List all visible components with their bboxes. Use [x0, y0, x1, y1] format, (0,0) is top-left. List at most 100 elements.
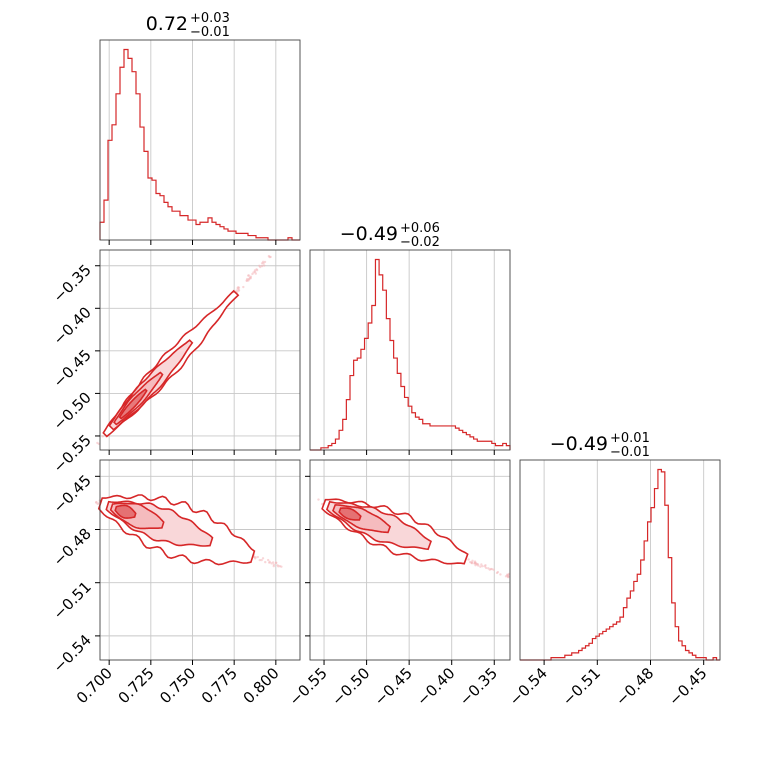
sample-point	[101, 435, 104, 438]
sample-point	[490, 567, 494, 571]
panel-2-1	[310, 460, 511, 660]
xtick-label-1-0: −0.55	[286, 664, 331, 709]
histogram-2	[520, 468, 720, 661]
sample-point	[242, 285, 245, 289]
panel-1-1	[310, 250, 511, 451]
sample-point	[251, 272, 254, 276]
sample-point	[263, 260, 267, 264]
sample-point	[272, 563, 276, 566]
sample-point	[260, 262, 264, 265]
ytick-label-2-0: −0.54	[50, 631, 95, 676]
sample-point	[254, 556, 257, 559]
ytick-label-2-1: −0.51	[50, 578, 95, 623]
title-plus-0: +0.03	[190, 11, 230, 26]
sample-point	[264, 560, 267, 564]
contour-1-0-3	[118, 388, 148, 420]
sample-point	[94, 501, 98, 504]
sample-point	[496, 570, 500, 574]
sample-point	[248, 277, 251, 280]
xtick-label-2-3: −0.45	[665, 664, 710, 709]
sample-point	[258, 264, 261, 267]
panel-2-0	[94, 460, 300, 660]
panel-1-0	[96, 250, 300, 450]
panel-frame-0-0	[99, 39, 301, 241]
sample-point	[261, 557, 265, 560]
sample-point	[471, 559, 474, 563]
title-0: 0.72 +0.03−0.01	[146, 11, 230, 40]
sample-point	[475, 563, 478, 566]
sample-point	[256, 555, 260, 559]
contour-2-0-3	[114, 504, 137, 519]
title-1: −0.49 +0.06−0.02	[340, 221, 440, 250]
sample-point	[260, 264, 264, 268]
sample-point	[249, 275, 253, 278]
sample-point	[258, 558, 261, 562]
sample-point	[499, 573, 502, 576]
panel-frame-1-1	[309, 249, 511, 451]
ytick-label-2-2: −0.48	[50, 525, 95, 570]
xtick-label-0-1: 0.725	[115, 664, 158, 707]
sample-point	[506, 573, 509, 576]
sample-point	[253, 269, 257, 272]
ytick-label-1-0: −0.55	[50, 431, 95, 476]
xtick-label-2-0: −0.54	[506, 664, 551, 709]
panel-frame-1-0	[99, 249, 301, 451]
sample-point	[237, 289, 240, 293]
panel-frame-2-1	[309, 459, 511, 661]
histogram-0	[99, 48, 300, 241]
sample-point	[271, 561, 275, 564]
sample-point	[263, 264, 266, 267]
sample-point	[254, 272, 257, 275]
title-value-1: −0.49	[340, 223, 398, 245]
sample-point	[245, 279, 249, 282]
sample-point	[470, 562, 474, 565]
ytick-label-1-1: −0.50	[50, 389, 95, 434]
histogram-1	[310, 258, 511, 451]
sample-point	[260, 558, 263, 562]
ytick-label-1-3: −0.40	[50, 303, 95, 348]
contour-2-1-3	[338, 507, 362, 521]
title-value-0: 0.72	[146, 13, 188, 35]
xtick-label-1-2: −0.45	[371, 664, 416, 709]
sample-point	[236, 287, 239, 291]
xtick-label-0-2: 0.750	[156, 664, 199, 707]
sample-point	[487, 567, 490, 570]
xtick-label-1-1: −0.50	[328, 664, 373, 709]
ytick-label-2-3: −0.45	[50, 471, 95, 516]
xtick-label-0-4: 0.800	[240, 664, 283, 707]
sample-point	[268, 561, 271, 564]
title-plus-1: +0.06	[400, 221, 440, 236]
panel-frame-2-0	[99, 459, 301, 661]
title-minus-2: −0.01	[610, 445, 650, 460]
sample-point	[480, 563, 483, 566]
title-minus-0: −0.01	[190, 25, 230, 40]
sample-point	[467, 558, 470, 561]
panel-0-0	[99, 40, 300, 241]
xtick-label-2-2: −0.48	[612, 664, 657, 709]
sample-point	[268, 255, 271, 259]
sample-point	[277, 565, 280, 568]
title-plus-2: +0.01	[610, 431, 650, 446]
sample-point	[479, 565, 482, 568]
panel-frame-2-2	[519, 459, 721, 661]
xtick-label-0-3: 0.775	[198, 664, 241, 707]
ytick-label-1-4: −0.35	[50, 261, 95, 306]
xtick-label-2-1: −0.51	[559, 664, 604, 709]
sample-point	[483, 565, 487, 568]
sample-point	[280, 565, 283, 568]
ytick-label-1-2: −0.45	[50, 346, 95, 391]
sample-point	[506, 576, 510, 579]
sample-point	[247, 274, 250, 277]
sample-point	[317, 498, 320, 501]
xtick-label-1-4: −0.35	[456, 664, 501, 709]
xtick-label-1-3: −0.40	[413, 664, 458, 709]
sample-point	[97, 442, 101, 446]
title-2: −0.49 +0.01−0.01	[550, 431, 650, 460]
title-minus-1: −0.02	[400, 235, 440, 250]
sample-point	[266, 558, 270, 562]
contour-1-0-2	[113, 371, 164, 426]
xtick-label-0-0: 0.700	[73, 664, 116, 707]
panel-2-2	[520, 460, 720, 661]
sample-point	[469, 560, 472, 564]
